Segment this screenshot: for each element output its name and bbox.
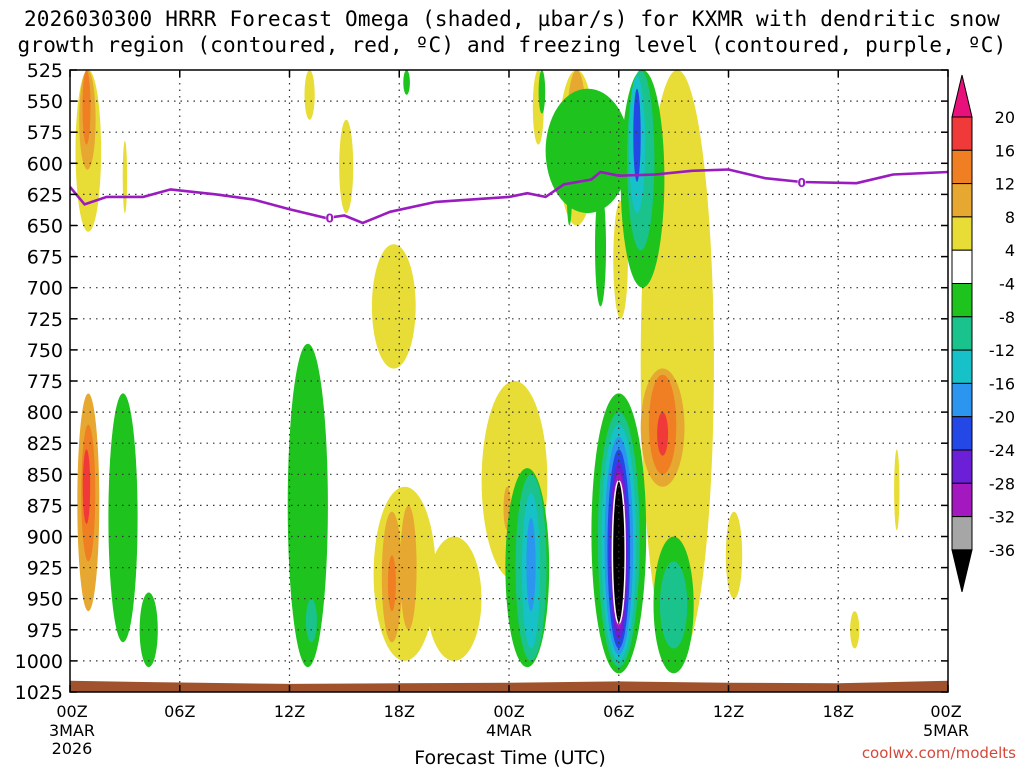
x-tick-label: 06Z — [164, 702, 195, 721]
colorbar-box — [951, 183, 973, 218]
y-tick-label: 850 — [27, 464, 63, 486]
colorbar-box — [951, 249, 973, 284]
watermark-credit: coolwx.com/modelts — [861, 744, 1016, 762]
x-tick-label: 12Z — [274, 702, 305, 721]
colorbar-top-arrow — [951, 74, 973, 118]
colorbar-label: -32 — [989, 508, 1015, 527]
omega-cell — [538, 70, 546, 114]
y-tick-label: 525 — [27, 60, 63, 82]
omega-cell — [850, 611, 860, 649]
y-tick-label: 950 — [27, 589, 63, 611]
colorbar-box — [951, 316, 973, 351]
y-tick-label: 650 — [27, 216, 63, 238]
omega-cell — [659, 561, 688, 649]
colorbar-label: -4 — [999, 275, 1015, 294]
colorbar-bottom-arrow — [951, 549, 973, 593]
freezing-level-line — [70, 168, 948, 225]
x-tick-year: 2026 — [52, 739, 93, 758]
y-tick-label: 975 — [27, 620, 63, 642]
y-tick-label: 925 — [27, 558, 63, 580]
x-tick-label: 06Z — [603, 702, 634, 721]
y-tick-label: 775 — [27, 371, 63, 393]
colorbar-label: -24 — [989, 441, 1015, 460]
freezing-level-label: 0 — [326, 212, 334, 226]
y-tick-label: 900 — [27, 527, 63, 549]
omega-cell — [657, 412, 669, 456]
y-tick-label: 625 — [27, 184, 63, 206]
x-tick-label: 18Z — [384, 702, 415, 721]
omega-cell — [387, 555, 396, 612]
colorbar-label: 12 — [995, 175, 1015, 194]
omega-cell — [339, 119, 354, 214]
colorbar-label: 8 — [1005, 208, 1015, 227]
y-tick-label: 1000 — [15, 651, 63, 673]
omega-cell — [403, 70, 410, 95]
omega-cell — [633, 88, 641, 182]
omega-cell — [725, 511, 743, 599]
colorbar-box — [951, 283, 973, 318]
title-line-2: growth region (contoured, red, ºC) and f… — [17, 33, 1007, 57]
colorbar-label: 20 — [995, 108, 1015, 127]
omega-cell — [122, 140, 128, 214]
colorbar-label: 16 — [995, 141, 1015, 160]
colorbar-box — [951, 116, 973, 151]
colorbar-label: -12 — [989, 341, 1015, 360]
omega-cell — [566, 150, 573, 226]
y-tick-label: 675 — [27, 247, 63, 269]
title-line-1: 2026030300 HRRR Forecast Omega (shaded, … — [23, 7, 1001, 31]
omega-cell — [305, 598, 317, 643]
colorbar-label: -16 — [989, 374, 1015, 393]
colorbar-box — [951, 216, 973, 251]
x-tick-label: 00Z — [56, 702, 87, 721]
omega-cell — [287, 343, 328, 668]
y-tick-label: 575 — [27, 122, 63, 144]
x-tick-date: 3MAR — [49, 721, 95, 740]
colorbar-box — [951, 149, 973, 185]
y-tick-label: 550 — [27, 91, 63, 113]
x-tick-label: 12Z — [713, 702, 744, 721]
y-tick-label: 750 — [27, 340, 63, 362]
colorbar-box — [951, 516, 973, 551]
colorbar-label: -28 — [989, 474, 1015, 493]
freezing-level-label-bg — [797, 174, 806, 188]
x-tick-label: 00Z — [493, 702, 524, 721]
colorbar-box — [951, 449, 973, 484]
x-tick-label: 00Z — [930, 702, 961, 721]
colorbar-box — [951, 482, 973, 518]
colorbar-box — [951, 382, 973, 418]
omega-cell — [545, 88, 630, 214]
x-tick-date: 4MAR — [486, 721, 532, 740]
colorbar-label: -36 — [989, 541, 1015, 560]
colorbar-label: 4 — [1005, 241, 1015, 260]
freezing-level-label-bg — [325, 210, 334, 224]
chart-title: 2026030300 HRRR Forecast Omega (shaded, … — [0, 6, 1024, 58]
x-tick-label: 18Z — [823, 702, 854, 721]
y-tick-label: 600 — [27, 153, 63, 175]
y-tick-label: 800 — [27, 402, 63, 424]
omega-cell — [82, 449, 91, 524]
colorbar-box — [951, 416, 973, 451]
y-tick-label: 725 — [27, 309, 63, 331]
y-tick-label: 825 — [27, 433, 63, 455]
colorbar-label: -20 — [989, 408, 1015, 427]
x-axis-label: Forecast Time (UTC) — [414, 747, 605, 768]
omega-cell — [304, 70, 315, 120]
freezing-level-label: 0 — [797, 176, 805, 190]
y-tick-label: 875 — [27, 495, 63, 517]
colorbar-label: -8 — [999, 308, 1015, 327]
y-tick-label: 700 — [27, 278, 63, 300]
omega-cell — [894, 449, 900, 531]
omega-cell — [82, 70, 91, 145]
x-tick-date: 5MAR — [923, 721, 969, 740]
omega-cell — [108, 393, 138, 643]
omega-cell — [371, 244, 416, 369]
y-tick-label: 1025 — [15, 682, 63, 704]
colorbar-box — [951, 349, 973, 384]
omega-cell — [526, 517, 536, 612]
omega-cell — [595, 188, 606, 307]
